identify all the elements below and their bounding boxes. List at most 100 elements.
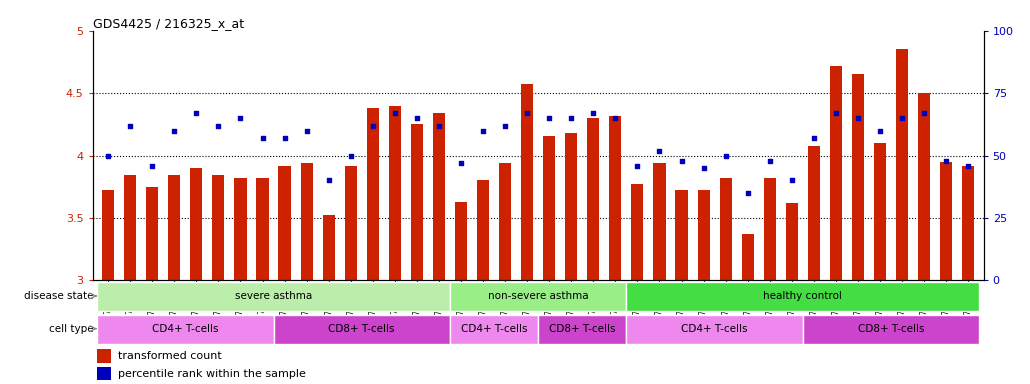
Point [740,190,756,196]
Point [409,115,425,121]
Bar [786,203,798,280]
Bar [411,124,423,280]
Bar [918,93,930,280]
Bar [499,163,511,280]
Text: CD8+ T-cells: CD8+ T-cells [329,324,394,334]
Bar [97,349,110,363]
Point [254,135,271,141]
Bar [433,113,445,280]
Bar [653,163,665,280]
Bar [587,118,599,280]
Point [365,122,381,129]
Bar [962,166,974,280]
Bar [450,282,626,311]
Point [320,177,337,184]
Bar [896,50,908,280]
Point [938,157,955,164]
Bar [278,166,290,280]
Text: cell type: cell type [48,324,93,334]
Bar [125,175,136,280]
Point [475,127,491,134]
Point [144,162,161,169]
Point [188,110,205,116]
Text: CD4+ T-cells: CD4+ T-cells [682,324,748,334]
Point [674,157,690,164]
Point [299,127,315,134]
Bar [97,282,450,311]
Bar [521,84,534,280]
Point [276,135,293,141]
Bar [477,180,489,280]
Bar [388,106,401,280]
Point [453,160,470,166]
Text: CD8+ T-cells: CD8+ T-cells [858,324,924,334]
Text: percentile rank within the sample: percentile rank within the sample [117,369,306,379]
Point [166,127,182,134]
Bar [852,74,864,280]
Bar [345,166,356,280]
Text: CD4+ T-cells: CD4+ T-cells [152,324,218,334]
Text: disease state: disease state [24,291,93,301]
Text: transformed count: transformed count [117,351,221,361]
Bar [301,163,313,280]
Text: CD8+ T-cells: CD8+ T-cells [549,324,616,334]
Bar [538,314,626,344]
Point [717,152,733,159]
Bar [322,215,335,280]
Point [894,115,911,121]
Bar [763,178,776,280]
Point [122,122,138,129]
Text: GDS4425 / 216325_x_at: GDS4425 / 216325_x_at [93,17,244,30]
Text: healthy control: healthy control [763,291,843,301]
Bar [367,108,379,280]
Point [210,122,227,129]
Bar [450,314,538,344]
Point [343,152,359,159]
Point [805,135,822,141]
Point [916,110,932,116]
Bar [626,282,980,311]
Bar [191,168,203,280]
Bar [212,175,225,280]
Bar [720,178,731,280]
Point [563,115,580,121]
Point [784,177,800,184]
Text: severe asthma: severe asthma [235,291,312,301]
Bar [631,184,644,280]
Bar [742,234,754,280]
Point [585,110,602,116]
Bar [830,66,842,280]
Point [828,110,845,116]
Bar [565,133,578,280]
Bar [543,136,555,280]
Bar [102,190,114,280]
Text: non-severe asthma: non-severe asthma [488,291,588,301]
Point [960,162,976,169]
Bar [146,187,159,280]
Point [100,152,116,159]
Point [431,122,447,129]
Point [232,115,248,121]
Bar [256,178,269,280]
Bar [97,367,110,380]
Point [386,110,403,116]
Bar [676,190,688,280]
Bar [626,314,802,344]
Text: CD4+ T-cells: CD4+ T-cells [460,324,527,334]
Bar [873,143,886,280]
Point [695,165,712,171]
Point [651,147,667,154]
Bar [274,314,450,344]
Bar [610,116,621,280]
Point [850,115,866,121]
Bar [802,314,980,344]
Bar [455,202,467,280]
Bar [808,146,820,280]
Bar [940,162,952,280]
Bar [97,314,274,344]
Bar [168,175,180,280]
Point [761,157,778,164]
Point [871,127,888,134]
Point [629,162,646,169]
Point [607,115,623,121]
